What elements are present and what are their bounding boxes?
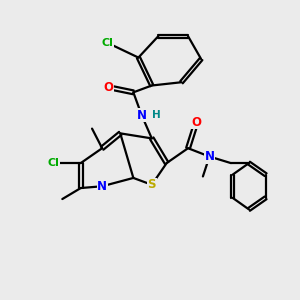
Text: N: N: [137, 109, 147, 122]
Text: O: O: [104, 81, 114, 94]
Text: H: H: [152, 110, 161, 120]
Text: S: S: [148, 178, 156, 191]
Text: O: O: [191, 116, 201, 129]
Text: Cl: Cl: [101, 38, 113, 48]
Text: Cl: Cl: [47, 158, 59, 168]
Text: N: N: [204, 150, 214, 163]
Text: N: N: [97, 180, 107, 193]
